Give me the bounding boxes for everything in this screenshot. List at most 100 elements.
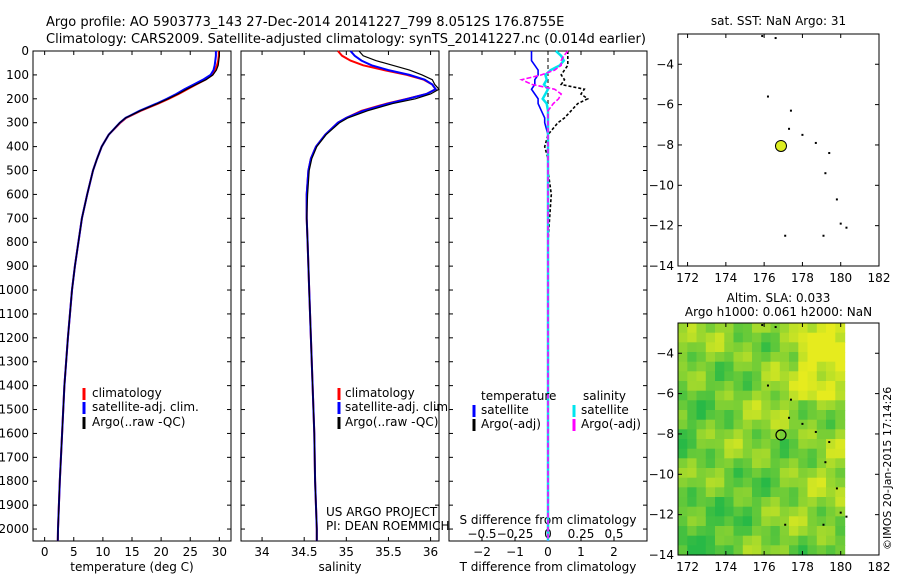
sla-cell: [798, 361, 809, 372]
sla-cell: [761, 390, 772, 401]
sla-cell: [770, 468, 781, 479]
sla-cell: [678, 439, 688, 450]
sla-cell: [742, 323, 753, 334]
sla-cell: [807, 410, 818, 421]
sla-cell: [733, 468, 744, 479]
sla-cell: [678, 497, 688, 508]
y-tick-label: −10: [649, 467, 674, 481]
sla-cell: [705, 419, 716, 430]
island-dot: [789, 398, 792, 401]
x-axis-label: salinity: [318, 560, 361, 574]
sla-cell: [807, 381, 818, 392]
sla-cell: [678, 323, 688, 334]
island-dot: [766, 95, 769, 98]
y-tick-label: −6: [656, 98, 674, 112]
sla-cell: [807, 497, 818, 508]
sla-cell: [835, 458, 846, 469]
sla-cell: [770, 419, 781, 430]
sla-cell: [742, 526, 753, 537]
sla-cell: [816, 419, 827, 430]
sla-cell: [770, 545, 781, 556]
sla-cell: [678, 487, 688, 498]
sla-cell: [733, 361, 744, 372]
sla-cell: [715, 545, 725, 556]
sla-cell: [724, 390, 735, 401]
sla-cell: [724, 477, 735, 488]
sla-cell: [779, 429, 790, 440]
island-dot: [761, 35, 764, 38]
sla-cell: [826, 526, 836, 537]
map-frame: [677, 322, 880, 556]
sla-cell: [742, 419, 753, 430]
sla-cell: [705, 487, 716, 498]
sla-cell: [733, 497, 744, 508]
sla-cell: [798, 410, 809, 421]
sla-cell: [705, 410, 716, 421]
legend-label: satellite-adj. clim.: [345, 400, 452, 414]
island-dot: [839, 222, 842, 225]
x-tick-label: 10: [95, 545, 110, 559]
x-tick-label: 35: [339, 545, 354, 559]
sla-cell: [715, 332, 725, 343]
sla-cell: [678, 458, 688, 469]
sla-cell: [816, 487, 827, 498]
island-dot: [801, 422, 804, 425]
sla-cell: [715, 458, 725, 469]
sla-cell: [761, 429, 772, 440]
sla-cell: [724, 410, 735, 421]
sla-cell: [752, 342, 762, 353]
sla-cell: [779, 381, 790, 392]
y-tick-label: 1000: [0, 283, 29, 297]
sla-cell: [816, 448, 827, 459]
sla-cell: [752, 468, 762, 479]
sla-cell: [752, 535, 762, 546]
sla-cell: [816, 381, 827, 392]
header-line1: Argo profile: AO 5903773_143 27-Dec-2014…: [46, 15, 564, 30]
sla-cell: [770, 352, 781, 363]
sla-cell: [705, 390, 716, 401]
sla-cell: [779, 439, 790, 450]
y-tick-label: 1800: [0, 474, 29, 488]
sla-cell: [724, 526, 735, 537]
sla-cell: [724, 332, 735, 343]
sla-cell: [742, 458, 753, 469]
sla-cell: [816, 371, 827, 382]
sla-cell: [742, 545, 753, 556]
x-tick-label: 34: [254, 545, 269, 559]
legend-label: Argo(..raw -QC): [345, 415, 438, 429]
sla-cell: [826, 361, 836, 372]
sla-cell: [678, 361, 688, 372]
sla-cell: [752, 506, 762, 517]
sla-cell: [678, 506, 688, 517]
sla-cell: [752, 323, 762, 334]
sla-cell: [724, 468, 735, 479]
sla-cell: [715, 448, 725, 459]
sla-cell: [761, 342, 772, 353]
sla-cell: [761, 497, 772, 508]
sla-cell: [770, 371, 781, 382]
sla-cell: [705, 400, 716, 411]
sla-cell: [789, 381, 799, 392]
x-tick-label: 178: [791, 560, 814, 574]
sla-cell: [705, 477, 716, 488]
sla-cell: [789, 516, 799, 527]
sla-cell: [807, 361, 818, 372]
sla-cell: [807, 535, 818, 546]
sla-cell: [705, 323, 716, 334]
sla-cell: [816, 390, 827, 401]
y-tick-label: −8: [656, 138, 674, 152]
sla-cell: [687, 390, 698, 401]
sla-cell: [678, 526, 688, 537]
sla-cell: [807, 332, 818, 343]
sla-cell: [696, 342, 707, 353]
y-tick-label: 0: [21, 44, 29, 58]
island-dot: [828, 441, 831, 444]
sla-cell: [715, 400, 725, 411]
x-tick-label: 35.5: [375, 545, 402, 559]
sla-cell: [687, 342, 698, 353]
sla-cell: [789, 477, 799, 488]
sla-cell: [724, 361, 735, 372]
sla-cell: [826, 516, 836, 527]
